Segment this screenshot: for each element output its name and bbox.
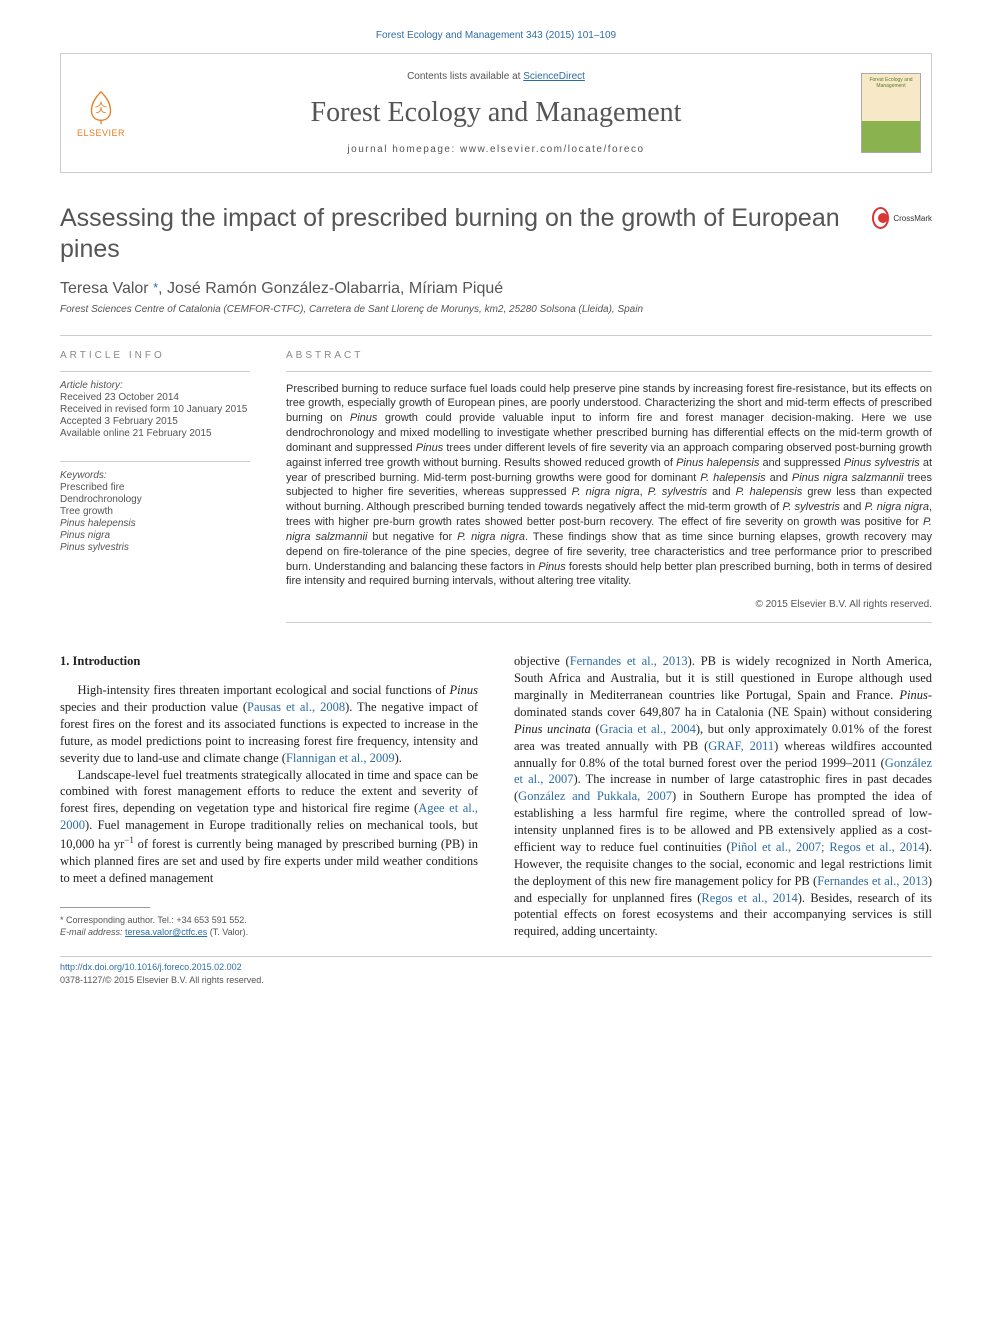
history-line: Available online 21 February 2015: [60, 428, 250, 439]
authors-line: Teresa Valor *, José Ramón González-Olab…: [60, 280, 932, 298]
cover-image: Forest Ecology and Management: [861, 73, 921, 153]
keyword-line: Pinus halepensis: [60, 518, 250, 529]
top-citation: Forest Ecology and Management 343 (2015)…: [60, 30, 932, 41]
article-body: 1. Introduction High-intensity fires thr…: [60, 653, 932, 940]
crossmark-icon: [872, 207, 889, 229]
journal-masthead: ELSEVIER Contents lists available at Sci…: [60, 53, 932, 173]
elsevier-tree-icon: [82, 88, 120, 126]
doi-link[interactable]: http://dx.doi.org/10.1016/j.foreco.2015.…: [60, 962, 242, 972]
corresponding-author-line: * Corresponding author. Tel.: +34 653 59…: [60, 914, 478, 927]
corresponding-email-link[interactable]: teresa.valor@ctfc.es: [125, 927, 207, 937]
history-label: Article history:: [60, 380, 250, 391]
article-page: { "citation": "Forest Ecology and Manage…: [0, 0, 992, 1026]
keyword-line: Dendrochronology: [60, 494, 250, 505]
body-paragraph: High-intensity fires threaten important …: [60, 682, 478, 766]
journal-name: Forest Ecology and Management: [141, 97, 851, 129]
abstract-copyright: © 2015 Elsevier B.V. All rights reserved…: [286, 599, 932, 610]
article-info-sidebar: ARTICLE INFO Article history: Received 2…: [60, 336, 250, 624]
body-column-left: 1. Introduction High-intensity fires thr…: [60, 653, 478, 940]
email-suffix: (T. Valor).: [210, 927, 248, 937]
title-row: Assessing the impact of prescribed burni…: [60, 203, 932, 266]
abstract-text: Prescribed burning to reduce surface fue…: [286, 382, 932, 590]
footnote-rule: [60, 907, 150, 908]
keywords-block: Keywords: Prescribed fireDendrochronolog…: [60, 461, 250, 553]
body-paragraph: Landscape-level fuel treatments strategi…: [60, 767, 478, 887]
keyword-line: Prescribed fire: [60, 482, 250, 493]
publisher-name: ELSEVIER: [77, 128, 125, 138]
keyword-line: Pinus nigra: [60, 530, 250, 541]
history-line: Received 23 October 2014: [60, 392, 250, 403]
footer-bar: http://dx.doi.org/10.1016/j.foreco.2015.…: [60, 956, 932, 986]
issn-copyright-line: 0378-1127/© 2015 Elsevier B.V. All right…: [60, 975, 264, 985]
keywords-label: Keywords:: [60, 470, 250, 481]
email-line: E-mail address: teresa.valor@ctfc.es (T.…: [60, 926, 478, 939]
journal-homepage-line: journal homepage: www.elsevier.com/locat…: [141, 144, 851, 155]
cover-caption: Forest Ecology and Management: [862, 74, 920, 89]
affiliation-line: Forest Sciences Centre of Catalonia (CEM…: [60, 304, 932, 315]
crossmark-badge[interactable]: CrossMark: [872, 207, 932, 229]
article-info-heading: ARTICLE INFO: [60, 350, 250, 361]
contents-prefix: Contents lists available at: [407, 71, 523, 82]
email-label: E-mail address:: [60, 927, 123, 937]
publisher-logo[interactable]: ELSEVIER: [61, 54, 141, 172]
abstract-heading: ABSTRACT: [286, 350, 932, 361]
info-abstract-block: ARTICLE INFO Article history: Received 2…: [60, 335, 932, 624]
article-title: Assessing the impact of prescribed burni…: [60, 203, 852, 266]
contents-available-line: Contents lists available at ScienceDirec…: [141, 71, 851, 82]
homepage-prefix: journal homepage:: [347, 144, 460, 155]
history-line: Received in revised form 10 January 2015: [60, 404, 250, 415]
history-line: Accepted 3 February 2015: [60, 416, 250, 427]
body-column-right: objective (Fernandes et al., 2013). PB i…: [514, 653, 932, 940]
footnotes-block: * Corresponding author. Tel.: +34 653 59…: [60, 914, 478, 939]
masthead-center: Contents lists available at ScienceDirec…: [141, 54, 851, 172]
keyword-line: Pinus sylvestris: [60, 542, 250, 553]
abstract-block: ABSTRACT Prescribed burning to reduce su…: [286, 336, 932, 624]
section-heading-intro: 1. Introduction: [60, 653, 478, 670]
journal-homepage-url[interactable]: www.elsevier.com/locate/foreco: [460, 144, 645, 155]
journal-cover-thumb[interactable]: Forest Ecology and Management: [851, 54, 931, 172]
keyword-line: Tree growth: [60, 506, 250, 517]
sciencedirect-link[interactable]: ScienceDirect: [523, 71, 585, 82]
body-paragraph: objective (Fernandes et al., 2013). PB i…: [514, 653, 932, 940]
crossmark-label: CrossMark: [893, 214, 932, 223]
